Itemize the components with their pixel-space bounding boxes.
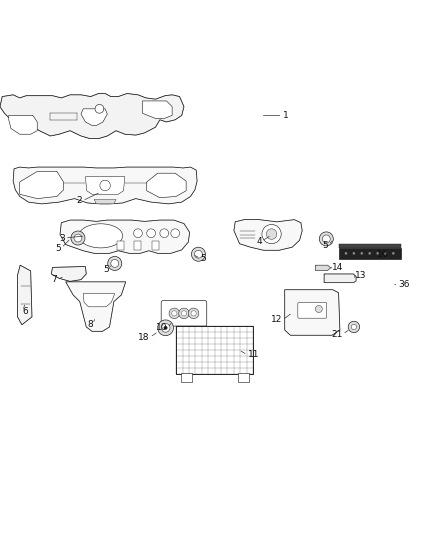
- Circle shape: [384, 252, 387, 255]
- Circle shape: [376, 252, 379, 255]
- Circle shape: [100, 180, 110, 191]
- Bar: [134, 241, 141, 250]
- Polygon shape: [147, 173, 186, 198]
- Circle shape: [158, 320, 173, 336]
- Text: 16: 16: [377, 250, 388, 259]
- Bar: [237, 373, 249, 382]
- Bar: [339, 248, 401, 259]
- Circle shape: [74, 234, 82, 242]
- Circle shape: [368, 252, 371, 255]
- Circle shape: [319, 232, 333, 246]
- Text: 14: 14: [332, 263, 343, 272]
- Text: 5: 5: [323, 241, 328, 250]
- Circle shape: [172, 311, 177, 316]
- Circle shape: [108, 256, 122, 270]
- Polygon shape: [324, 274, 356, 282]
- Circle shape: [392, 252, 395, 255]
- Polygon shape: [234, 220, 302, 251]
- Polygon shape: [66, 282, 126, 332]
- Polygon shape: [81, 109, 107, 125]
- Text: 12: 12: [271, 316, 283, 325]
- Circle shape: [266, 229, 277, 239]
- Polygon shape: [285, 290, 340, 335]
- Text: 5: 5: [56, 244, 61, 253]
- Polygon shape: [60, 220, 190, 253]
- FancyBboxPatch shape: [298, 302, 327, 318]
- Bar: [176, 326, 253, 374]
- Circle shape: [353, 252, 355, 255]
- Circle shape: [191, 311, 196, 316]
- Text: 3: 3: [59, 233, 65, 243]
- Polygon shape: [85, 177, 125, 194]
- Text: 18: 18: [138, 333, 150, 342]
- Circle shape: [111, 260, 119, 268]
- Circle shape: [322, 235, 330, 243]
- Polygon shape: [20, 172, 64, 199]
- Polygon shape: [9, 115, 37, 134]
- Circle shape: [191, 247, 205, 261]
- Polygon shape: [142, 101, 172, 118]
- Polygon shape: [51, 266, 86, 281]
- Text: 7: 7: [51, 275, 57, 284]
- Circle shape: [160, 229, 169, 238]
- Circle shape: [147, 229, 155, 238]
- Polygon shape: [94, 199, 116, 204]
- Text: 4: 4: [256, 237, 262, 246]
- Polygon shape: [83, 294, 115, 307]
- Circle shape: [71, 231, 85, 245]
- Text: 13: 13: [355, 271, 366, 280]
- Circle shape: [181, 311, 187, 316]
- Circle shape: [164, 326, 167, 329]
- Circle shape: [134, 229, 142, 238]
- Text: 21: 21: [331, 330, 343, 339]
- Bar: [152, 241, 159, 250]
- Circle shape: [360, 252, 363, 255]
- Bar: [339, 244, 401, 248]
- FancyBboxPatch shape: [161, 301, 207, 326]
- Circle shape: [161, 324, 170, 332]
- Polygon shape: [13, 167, 197, 204]
- Polygon shape: [18, 265, 32, 325]
- Bar: [180, 373, 192, 382]
- Circle shape: [348, 321, 360, 333]
- Circle shape: [262, 224, 281, 244]
- Text: 5: 5: [201, 254, 206, 263]
- Text: 8: 8: [87, 320, 93, 329]
- Circle shape: [315, 305, 322, 312]
- Circle shape: [179, 308, 189, 319]
- Text: 1: 1: [283, 111, 288, 120]
- Bar: [117, 241, 124, 250]
- Polygon shape: [315, 265, 331, 270]
- Polygon shape: [0, 93, 184, 139]
- Text: 36: 36: [399, 280, 410, 289]
- Text: 6: 6: [23, 306, 28, 316]
- Circle shape: [194, 251, 202, 258]
- Circle shape: [169, 308, 180, 319]
- Text: 2: 2: [77, 196, 82, 205]
- Bar: [176, 326, 253, 374]
- Circle shape: [345, 252, 347, 255]
- Text: 10: 10: [156, 324, 167, 332]
- Circle shape: [171, 229, 180, 238]
- Text: 5: 5: [103, 264, 109, 273]
- Ellipse shape: [79, 224, 123, 248]
- Text: 11: 11: [247, 351, 259, 359]
- Circle shape: [188, 308, 199, 319]
- Circle shape: [95, 104, 104, 113]
- Circle shape: [351, 324, 357, 329]
